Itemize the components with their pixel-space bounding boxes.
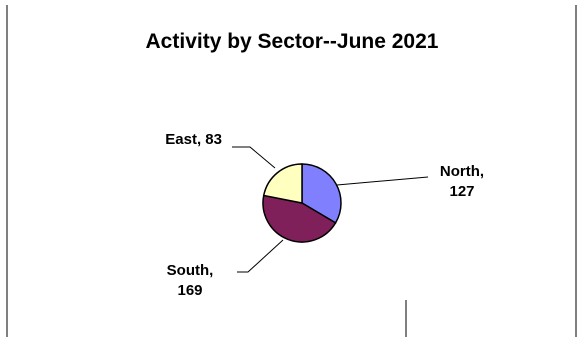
leader-line-north [336,176,429,186]
pie-slice-south [262,194,337,243]
leader-line-east [232,146,276,169]
chart-title: Activity by Sector--June 2021 [145,30,439,53]
pie-slice-east [262,163,303,204]
leader-line-south [237,239,284,273]
data-label-east: East, 83 [165,131,222,148]
data-label-north: 127 [449,183,474,200]
data-label-south: South, [167,262,214,279]
data-label-north: North, [440,163,484,180]
data-label-south: 169 [177,282,202,299]
